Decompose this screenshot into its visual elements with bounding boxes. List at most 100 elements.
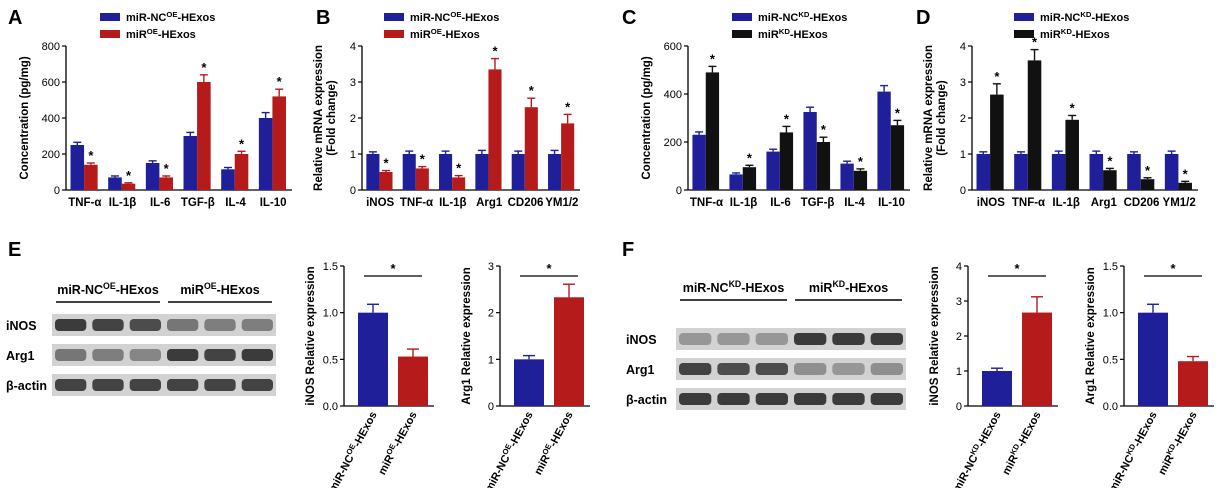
- x-tick-label: iNOS: [366, 197, 394, 209]
- bar: [121, 183, 136, 190]
- panel-label-a: A: [8, 7, 22, 29]
- label-name: miR-NC: [683, 281, 729, 295]
- significance-star: *: [88, 148, 94, 163]
- blot-band: [204, 349, 236, 361]
- legend-entry: miRKD-HExos: [758, 27, 828, 42]
- bar: [439, 154, 453, 190]
- legend-swatch: [732, 30, 752, 38]
- x-tick-label: IL-1β: [109, 197, 136, 209]
- blot-band: [55, 379, 87, 391]
- bar: [1014, 154, 1028, 190]
- blot-band: [832, 333, 865, 345]
- significance-star: *: [390, 261, 396, 276]
- blot-band: [679, 333, 712, 345]
- label-name: miR-NC: [410, 12, 450, 24]
- significance-star: *: [1145, 163, 1151, 178]
- significance-star: *: [201, 60, 207, 75]
- blot-band: [794, 363, 827, 375]
- panel-label-d: D: [916, 7, 930, 29]
- y-tick-label: 0.0: [323, 401, 338, 413]
- blot-band: [755, 393, 788, 405]
- label-sup: KD: [1061, 27, 1073, 36]
- y-tick-label: 1: [350, 149, 356, 161]
- significance-star: *: [492, 44, 498, 59]
- bar: [524, 107, 538, 190]
- blots: miR-NCOE-HExos miROE-HExosiNOSArg1β-actin…: [6, 279, 906, 410]
- bar: [108, 177, 122, 190]
- chart-d: 0 1 2 3 4 Relative mRNA expression (Fold chang…: [923, 10, 1198, 209]
- legend-swatch: [100, 13, 120, 21]
- bar: [221, 169, 235, 190]
- y-tick-label: 200: [664, 137, 682, 149]
- significance-star: *: [858, 154, 864, 169]
- bar: [982, 371, 1012, 406]
- blot-band: [204, 319, 236, 331]
- label-name: miR: [758, 29, 779, 41]
- legend-swatch: [732, 13, 752, 21]
- blot-band: [794, 393, 827, 405]
- label-name: miR-NC: [483, 453, 513, 488]
- label-sup: OE: [166, 10, 177, 19]
- label-name: miR: [532, 453, 552, 477]
- bar: [1103, 170, 1117, 190]
- bar: [197, 82, 211, 190]
- y-tick-label: 1: [960, 149, 966, 161]
- x-tick-label: TNF-α: [400, 197, 433, 209]
- blot-band: [241, 349, 273, 361]
- bar: [1027, 60, 1042, 191]
- x-tick-label: miR-NCKD-HExos: [1105, 409, 1160, 488]
- label-suffix: -HExos: [442, 29, 480, 41]
- label-suffix: -HExos: [547, 410, 575, 449]
- label-sup: OE: [147, 27, 158, 36]
- label-suffix: -HExos: [217, 283, 260, 297]
- bar: [488, 69, 502, 190]
- x-tick-label: TNF-α: [1012, 197, 1045, 209]
- chart-c: 0 200 400 600 Concentration (pg/mg) * TNF-α * IL…: [641, 10, 910, 209]
- label-sup: KD: [729, 279, 742, 289]
- y-tick-label: 1: [488, 354, 494, 366]
- y-tick-label: 2: [350, 113, 356, 125]
- x-tick-label: IL-10: [878, 197, 905, 209]
- legend-entry: miR-NCKD-HExos: [1040, 10, 1129, 25]
- y-axis-label: Relative mRNA expression: [923, 45, 935, 191]
- blot-band: [679, 393, 712, 405]
- x-tick-label: miROE-HExos: [374, 409, 420, 477]
- significance-star: *: [420, 152, 426, 167]
- blot-band: [167, 319, 199, 331]
- blot-group-label: miR-NCOE-HExos: [57, 281, 159, 297]
- label-suffix: -HExos: [809, 12, 847, 24]
- blot-band: [832, 363, 865, 375]
- blot-band: [167, 349, 199, 361]
- significance-star: *: [277, 74, 283, 89]
- legend-swatch: [1014, 13, 1034, 21]
- y-tick-label: 400: [42, 113, 60, 125]
- blot-band: [717, 363, 750, 375]
- significance-star: *: [1183, 166, 1189, 181]
- x-tick-label: miRKD-HExos: [998, 409, 1044, 477]
- x-tick-label: IL-4: [225, 197, 246, 209]
- x-tick-label: miR-NCOE-HExos: [481, 409, 536, 488]
- bar: [234, 154, 249, 190]
- bar: [816, 142, 831, 190]
- label-suffix: -HExos: [177, 12, 215, 24]
- label-suffix: -HExos: [1131, 410, 1159, 449]
- bar: [890, 125, 905, 190]
- y-tick-label: 3: [960, 77, 966, 89]
- x-tick-label: Arg1: [1091, 197, 1118, 209]
- significance-star: *: [239, 136, 245, 151]
- significance-star: *: [529, 83, 535, 98]
- blot-band: [832, 393, 865, 405]
- panel-label-b: B: [316, 7, 330, 29]
- bar: [1138, 312, 1168, 406]
- label-name: miR-NC: [327, 453, 357, 488]
- bar: [398, 356, 428, 406]
- x-tick-label: IL-1β: [1052, 197, 1079, 209]
- y-tick-label: 0: [676, 185, 682, 197]
- bar: [976, 154, 991, 190]
- y-tick-label: 600: [664, 41, 682, 53]
- blot-band: [755, 333, 788, 345]
- bar: [70, 145, 85, 190]
- blot-band: [55, 349, 87, 361]
- legend-entry: miR-NCOE-HExos: [410, 10, 499, 25]
- bar: [1089, 154, 1104, 190]
